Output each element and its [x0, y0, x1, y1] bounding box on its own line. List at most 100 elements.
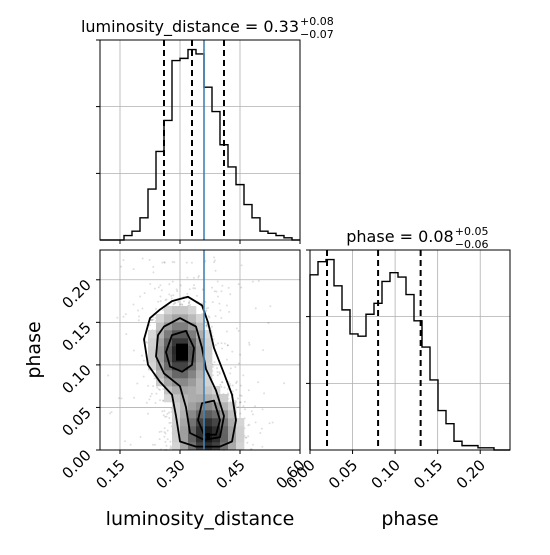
joint-density-cell [196, 426, 205, 435]
joint-sample-point [132, 349, 135, 352]
joint-sample-point [142, 359, 145, 362]
joint-sample-point [235, 400, 238, 403]
joint-density-cell [196, 362, 205, 371]
joint-mode-core [176, 343, 188, 361]
joint-sample-point [190, 261, 193, 264]
joint-density-cell [180, 418, 189, 427]
joint-density-cell [212, 418, 221, 427]
joint-sample-point [169, 440, 172, 443]
joint-density-cell [180, 426, 189, 435]
phase-hist-title: phase = 0.08 [346, 227, 453, 246]
lumdist-hist-frame [99, 39, 301, 241]
joint-sample-point [160, 430, 163, 433]
joint-frame [99, 249, 301, 451]
joint-sample-point [254, 405, 257, 408]
joint-density-cell [156, 370, 165, 379]
joint-density-cell [172, 314, 181, 323]
joint-sample-point [162, 309, 165, 312]
joint-sample-point [213, 361, 216, 364]
joint-density-cell [212, 394, 221, 403]
phase-hist-frame [309, 249, 511, 451]
joint-sample-point [225, 330, 228, 333]
joint-density-cell [204, 338, 213, 347]
joint-density-cell [196, 418, 205, 427]
joint-density-cell [172, 386, 181, 395]
joint-density-cell [188, 378, 197, 387]
joint-sample-point [201, 302, 204, 305]
joint-sample-point [157, 300, 160, 303]
joint-sample-point [225, 358, 228, 361]
joint-density-cell [236, 418, 245, 427]
joint-density-cell [196, 402, 205, 411]
joint-density-cell [220, 426, 229, 435]
joint-sample-point [260, 427, 263, 430]
joint-density-cell [220, 402, 229, 411]
joint-sample-point [221, 347, 224, 350]
joint-sample-point [248, 341, 251, 344]
joint-sample-point [212, 338, 215, 341]
joint-density-cell [228, 426, 237, 435]
joint-sample-point [165, 444, 168, 447]
joint-sample-point [221, 381, 224, 384]
joint-sample-point [237, 405, 240, 408]
joint-sample-point [240, 394, 243, 397]
joint-density-cell [196, 330, 205, 339]
joint-sample-point [188, 301, 191, 304]
joint-density-cell [156, 330, 165, 339]
joint-density-cell [164, 394, 173, 403]
joint-sample-point [146, 341, 149, 344]
y-tick-label-phase: 0.20 [58, 276, 94, 312]
joint-sample-point [268, 422, 271, 425]
joint-sample-point [243, 400, 246, 403]
joint-sample-point [193, 284, 196, 287]
joint-density-cell [164, 306, 173, 315]
joint-sample-point [159, 295, 162, 298]
joint-sample-point [223, 386, 226, 389]
joint-sample-point [219, 309, 222, 312]
joint-sample-point [242, 405, 245, 408]
joint-sample-point [168, 417, 171, 420]
joint-sample-point [197, 276, 200, 279]
joint-sample-point [231, 384, 234, 387]
joint-sample-point [235, 380, 238, 383]
joint-sample-point [132, 268, 135, 271]
joint-sample-point [158, 431, 161, 434]
joint-sample-point [231, 390, 234, 393]
joint-sample-point [213, 259, 216, 262]
joint-sample-point [267, 321, 270, 324]
joint-sample-point [125, 333, 128, 336]
joint-sample-point [157, 388, 160, 391]
joint-density-cell [188, 418, 197, 427]
joint-sample-point [248, 343, 251, 346]
joint-density-cell [180, 434, 189, 443]
joint-sample-point [242, 374, 245, 377]
joint-sample-point [221, 284, 224, 287]
joint-density-cell [212, 426, 221, 435]
joint-density-cell [180, 306, 189, 315]
joint-density-cell [204, 346, 213, 355]
joint-sample-point [247, 435, 250, 438]
joint-sample-point [169, 447, 172, 450]
joint-sample-point [205, 324, 208, 327]
joint-sample-point [214, 343, 217, 346]
joint-sample-point [133, 396, 136, 399]
joint-density-cell [196, 354, 205, 363]
joint-sample-point [237, 329, 240, 332]
joint-sample-point [170, 294, 173, 297]
joint-density-cell [148, 346, 157, 355]
joint-sample-point [211, 286, 214, 289]
joint-sample-point [109, 412, 112, 415]
joint-sample-point [247, 389, 250, 392]
joint-sample-point [251, 280, 254, 283]
joint-sample-point [220, 290, 223, 293]
joint-sample-point [263, 392, 266, 395]
joint-density-cell [212, 410, 221, 419]
y-tick-label-phase: 0.15 [58, 318, 94, 354]
joint-density-cell [180, 338, 189, 347]
joint-density-cell [172, 322, 181, 331]
joint-sample-point [194, 287, 197, 290]
joint-sample-point [211, 301, 214, 304]
joint-sample-point [244, 436, 247, 439]
joint-sample-point [166, 429, 169, 432]
